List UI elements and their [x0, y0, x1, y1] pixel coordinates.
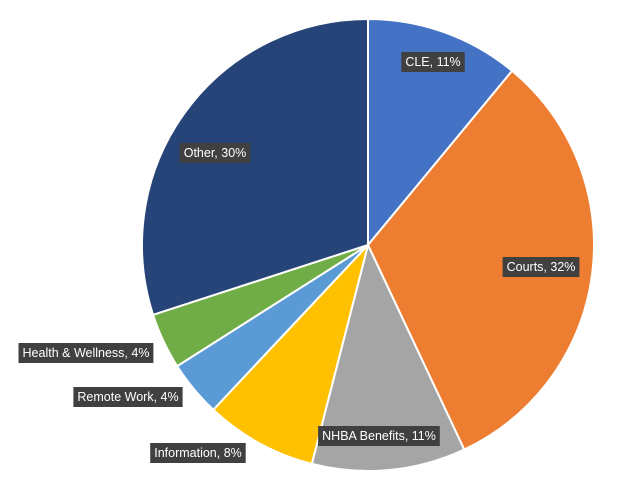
- data-label-text: NHBA Benefits, 11%: [322, 429, 436, 443]
- data-label-other: Other, 30%: [179, 143, 251, 163]
- data-label-box: [150, 443, 246, 463]
- data-label-box: [401, 52, 465, 72]
- pie-slice-information: [212, 244, 369, 465]
- data-label-text: Other, 30%: [184, 146, 247, 160]
- data-label-box: [73, 387, 183, 407]
- data-label-health-and-wellness: Health & Wellness, 4%: [18, 343, 154, 363]
- data-label-box: [502, 257, 580, 277]
- data-label-text: Health & Wellness, 4%: [23, 346, 150, 360]
- pie-slice-nhba-benefits: [310, 244, 466, 472]
- data-label-remote-work: Remote Work, 4%: [73, 387, 183, 407]
- data-label-text: Courts, 32%: [507, 260, 576, 274]
- pie-slice-courts: [367, 69, 595, 451]
- data-label-text: CLE, 11%: [405, 55, 460, 69]
- data-label-nhba-benefits: NHBA Benefits, 11%: [318, 426, 440, 446]
- data-labels-layer: CLE, 11% Courts, 32% NHBA Benefits, 11% Inf…: [18, 52, 580, 463]
- pie-slice-other: [141, 18, 369, 316]
- pie-slice-cle: [367, 18, 514, 246]
- data-label-information: Information, 8%: [150, 443, 246, 463]
- data-label-box: [318, 426, 440, 446]
- data-label-courts: Courts, 32%: [502, 257, 580, 277]
- data-label-box: [18, 343, 154, 363]
- slices-layer: [141, 18, 595, 472]
- data-label-text: Information, 8%: [154, 446, 242, 460]
- data-label-box: [179, 143, 251, 163]
- data-label-cle: CLE, 11%: [401, 52, 465, 72]
- data-label-text: Remote Work, 4%: [77, 390, 178, 404]
